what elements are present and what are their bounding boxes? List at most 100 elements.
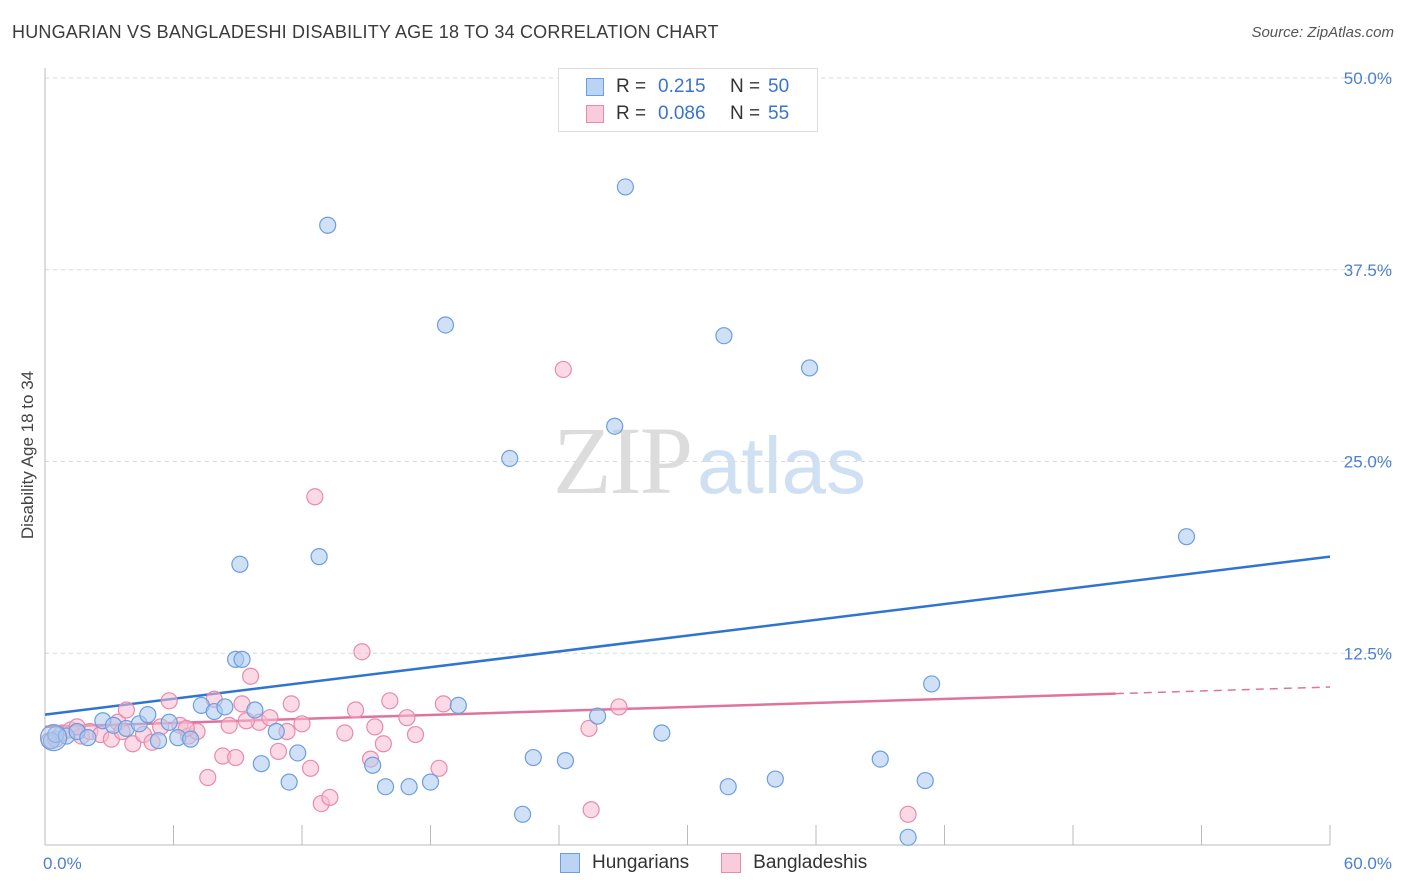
bangladeshi-point (398, 709, 416, 727)
y-tick-label: 25.0% (1344, 453, 1392, 472)
legend-r-value: 0.215 (658, 76, 706, 97)
bangladeshi-point (406, 725, 425, 744)
bangladeshi-point (366, 718, 384, 736)
bangladeshi-point (580, 719, 598, 738)
bangladeshi-point (610, 698, 628, 716)
bangladeshi-point (160, 692, 178, 710)
hungarian-point (319, 216, 337, 234)
bangladeshi-point (374, 735, 392, 753)
hungarian-point (766, 770, 784, 788)
bangladeshi-point (199, 768, 217, 787)
bangladeshi-point (293, 715, 311, 733)
legend-n-label: N = (730, 76, 761, 97)
hungarian-point (449, 696, 467, 715)
hungarian-point (899, 828, 917, 846)
bangladeshi-point (554, 360, 572, 379)
bangladeshi-point (117, 701, 135, 719)
legend-row-bangladeshis: R = 0.086 N = 55 (559, 102, 789, 126)
bangladeshi-point (899, 805, 917, 823)
trend-line-extension (1115, 686, 1331, 695)
hungarian-point (289, 744, 307, 762)
bangladeshi-point (282, 695, 300, 713)
hungarian-point (160, 713, 178, 731)
hungarian-point (501, 449, 519, 468)
hungarian-point (616, 178, 634, 196)
series-legend: Hungarians Bangladeshis (560, 852, 899, 874)
chart-title: HUNGARIAN VS BANGLADESHI DISABILITY AGE … (12, 22, 719, 42)
source-label: Source: ZipAtlas.com (1251, 24, 1394, 41)
bangladeshi-point (301, 759, 320, 777)
bangladeshi-point (582, 801, 600, 819)
data-points (39, 178, 1196, 846)
legend-item-hungarians[interactable]: Hungarians (560, 852, 689, 874)
hungarian-point (513, 805, 532, 823)
bangladeshi-point (242, 667, 260, 685)
hungarian-point (1177, 528, 1196, 546)
trend-line-hungarians (44, 555, 1331, 716)
bangladeshi-point (336, 724, 354, 742)
hungarian-point (588, 707, 607, 725)
legend-r-value: 0.086 (658, 103, 706, 124)
legend-label-bangladeshis: Bangladeshis (753, 852, 868, 873)
hungarian-point (149, 732, 168, 750)
bangladeshi-point (306, 488, 324, 506)
hungarian-point (719, 778, 737, 796)
hungarian-point (524, 748, 542, 767)
hungarian-point (233, 650, 251, 668)
hungarian-point (436, 316, 455, 334)
legend-swatch-hungarians (586, 78, 604, 96)
legend-r-label: R = (616, 76, 647, 97)
hungarian-point (715, 327, 733, 345)
bangladeshi-point (321, 788, 339, 807)
legend-item-bangladeshis[interactable]: Bangladeshis (721, 852, 867, 874)
hungarian-point (400, 778, 418, 796)
hungarian-point (39, 724, 68, 752)
hungarian-point (216, 698, 234, 716)
hungarian-point (246, 701, 264, 719)
y-tick-label: 12.5% (1344, 644, 1392, 663)
hungarian-point (231, 555, 249, 573)
bangladeshi-point (430, 759, 448, 777)
hungarian-point (606, 417, 624, 435)
hungarian-point (871, 750, 889, 768)
hungarian-point (800, 359, 819, 377)
legend-n-label: N = (730, 103, 761, 124)
hungarian-point (923, 675, 941, 693)
hungarian-point (653, 724, 671, 742)
hungarian-point (556, 752, 575, 770)
bangladeshi-point (434, 695, 452, 713)
hungarian-point (139, 706, 157, 724)
bangladeshi-point (269, 742, 288, 761)
hungarian-point (252, 755, 270, 773)
bangladeshi-point (227, 748, 245, 767)
x-tick-label: 60.0% (1344, 854, 1392, 873)
hungarian-point (421, 773, 440, 791)
bangladeshi-point (220, 716, 238, 734)
legend-row-hungarians: R = 0.215 N = 50 (559, 75, 789, 99)
legend-n-value: 55 (768, 103, 790, 124)
hungarian-point (310, 548, 328, 566)
x-tick-label: 0.0% (43, 854, 82, 873)
bangladeshi-point (261, 709, 279, 727)
hungarian-point (916, 771, 934, 790)
y-tick-label: 37.5% (1344, 261, 1392, 280)
hungarian-point (364, 756, 382, 774)
legend-n-value: 50 (768, 76, 790, 97)
watermark-atlas: atlas (697, 421, 866, 510)
stats-legend: R = 0.215 N = 50 R = 0.086 N = 55 (558, 68, 818, 132)
y-tick-label: 50.0% (1344, 69, 1392, 88)
legend-swatch-bangladeshis (721, 853, 742, 873)
legend-r-label: R = (616, 103, 647, 124)
bangladeshi-point (353, 643, 371, 661)
hungarian-point (267, 722, 285, 741)
axes (44, 68, 1331, 846)
legend-swatch-bangladeshis (586, 105, 604, 123)
hungarian-point (182, 730, 200, 748)
hungarian-point (280, 773, 298, 791)
tick-labels: 12.5% 25.0% 37.5% 50.0% 0.0% 60.0% (43, 69, 1392, 873)
bangladeshi-point (346, 701, 365, 719)
bangladeshi-point (381, 692, 399, 710)
legend-swatch-hungarians (560, 853, 580, 873)
hungarian-point (376, 778, 395, 796)
